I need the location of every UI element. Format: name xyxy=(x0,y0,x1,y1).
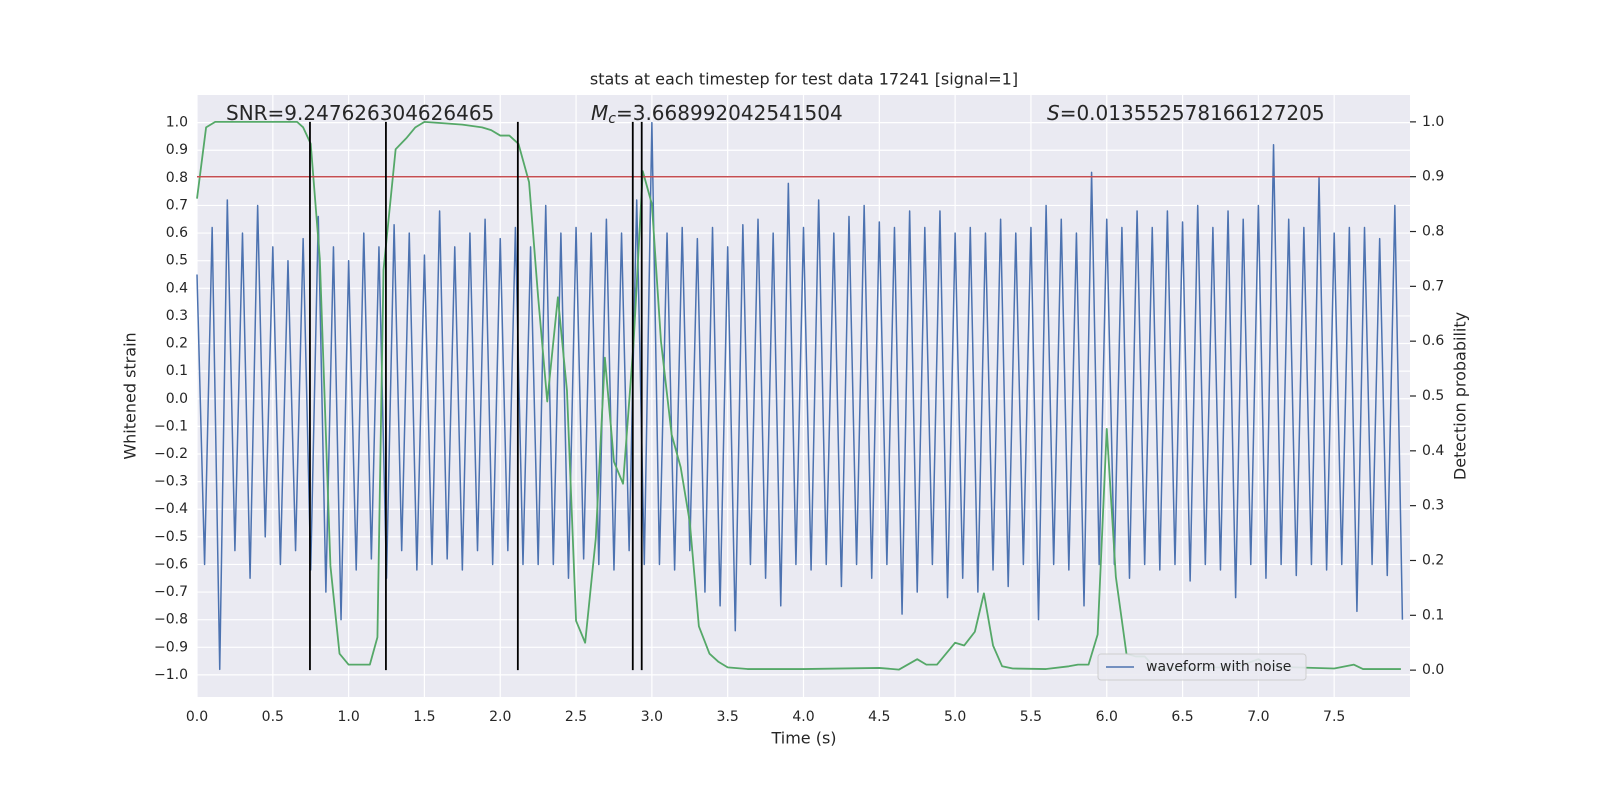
y-tick-label: −0.8 xyxy=(154,612,188,628)
chart-title: stats at each timestep for test data 172… xyxy=(590,70,1018,89)
y-tick-label: −0.9 xyxy=(154,639,188,655)
x-tick-label: 1.5 xyxy=(413,709,435,725)
y-tick-label: 0.1 xyxy=(166,363,188,379)
y-tick-label: 0.4 xyxy=(166,280,188,296)
x-tick-label: 0.5 xyxy=(262,709,284,725)
y-tick-label: 0.5 xyxy=(166,253,188,269)
x-tick-label: 3.0 xyxy=(641,709,663,725)
x-tick-label: 7.5 xyxy=(1323,709,1345,725)
annotation-text: =3.668992042541504 xyxy=(616,101,843,125)
annotation-symbol: S xyxy=(1047,101,1060,125)
x-tick-label: 0.0 xyxy=(186,709,208,725)
annotation-text: =0.013552578166127205 xyxy=(1060,101,1325,125)
annotation: S=0.013552578166127205 xyxy=(1047,101,1325,125)
y2-tick-label: 0.1 xyxy=(1422,607,1444,623)
y2-tick-label: 0.8 xyxy=(1422,224,1444,240)
y-tick-label: 0.7 xyxy=(166,197,188,213)
x-tick-label: 4.5 xyxy=(868,709,890,725)
y2-tick-label: 1.0 xyxy=(1422,114,1444,130)
y-tick-label: −0.2 xyxy=(154,446,188,462)
y2-tick-label: 0.0 xyxy=(1422,662,1444,678)
y2-tick-label: 0.9 xyxy=(1422,169,1444,185)
x-tick-label: 5.0 xyxy=(944,709,966,725)
annotation: Mc=3.668992042541504 xyxy=(591,101,843,128)
x-tick-label: 2.0 xyxy=(489,709,511,725)
probability-line xyxy=(196,120,1401,671)
y-tick-label: 0.3 xyxy=(166,308,188,324)
legend-box xyxy=(1097,653,1307,681)
x-tick-label: 6.0 xyxy=(1096,709,1118,725)
y2-tick-label: 0.6 xyxy=(1422,333,1444,349)
y-tick-label: 0.9 xyxy=(166,142,188,158)
y-tick-label: −1.0 xyxy=(154,667,188,683)
y-axis-label: Whitened strain xyxy=(121,332,140,459)
y-tick-label: 0.0 xyxy=(166,391,188,407)
x-tick-label: 6.5 xyxy=(1171,709,1193,725)
y-tick-label: −0.5 xyxy=(154,529,188,545)
x-tick-label: 3.5 xyxy=(717,709,739,725)
annotation-text: SNR=9.247626304626465 xyxy=(226,101,494,125)
x-tick-label: 4.0 xyxy=(792,709,814,725)
y-tick-label: −0.7 xyxy=(154,584,188,600)
x-tick-label: 7.0 xyxy=(1247,709,1269,725)
x-tick-label: 2.5 xyxy=(565,709,587,725)
y2-tick-label: 0.7 xyxy=(1422,278,1444,294)
annotation: SNR=9.247626304626465 xyxy=(226,101,494,125)
y2-tick-label: 0.4 xyxy=(1422,443,1444,459)
y2-axis-label: Detection probability xyxy=(1451,312,1470,480)
x-tick-label: 1.0 xyxy=(337,709,359,725)
y-tick-label: 0.2 xyxy=(166,336,188,352)
y2-tick-label: 0.3 xyxy=(1422,498,1444,514)
y-tick-label: 0.8 xyxy=(166,170,188,186)
y2-tick-label: 0.5 xyxy=(1422,388,1444,404)
y-tick-label: 0.6 xyxy=(166,225,188,241)
y-tick-label: 1.0 xyxy=(166,115,188,131)
annotation-symbol: M xyxy=(591,101,608,125)
y2-tick-label: 0.2 xyxy=(1422,552,1444,568)
y-tick-label: −0.3 xyxy=(154,474,188,490)
annotation-subscript: c xyxy=(608,111,616,127)
y-tick-label: −0.6 xyxy=(154,556,188,572)
x-axis-label: Time (s) xyxy=(770,729,836,748)
x-tick-label: 5.5 xyxy=(1020,709,1042,725)
waveform-line xyxy=(196,121,1404,671)
legend-label: waveform with noise xyxy=(1146,659,1291,675)
y-tick-label: −0.4 xyxy=(154,501,188,517)
legend: waveform with noise xyxy=(1097,653,1307,681)
y-tick-label: −0.1 xyxy=(154,418,188,434)
